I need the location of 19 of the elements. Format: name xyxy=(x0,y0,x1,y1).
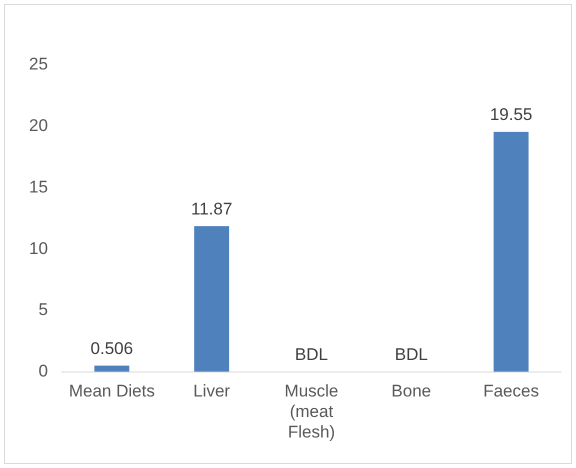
y-tick-label: 0 xyxy=(38,361,48,380)
text: BDL xyxy=(394,344,428,364)
x-tick-label: Mean Diets xyxy=(68,382,155,401)
bar xyxy=(494,132,529,372)
y-tick-label: 10 xyxy=(28,238,48,258)
bar xyxy=(94,366,130,372)
y-tick-label: 5 xyxy=(38,300,48,320)
y-tick-label: 15 xyxy=(28,177,48,196)
x-tick-label: Liver xyxy=(193,382,230,401)
text: BDL xyxy=(294,344,328,364)
x-tick-label: Muscle (meat Flesh) xyxy=(284,382,338,442)
data-label: 19.55 xyxy=(490,105,532,124)
y-tick-label: 20 xyxy=(28,116,48,136)
data-label: 11.87 xyxy=(190,199,232,218)
x-tick-label: Faeces xyxy=(483,382,539,401)
data-label: 0.506 xyxy=(90,338,134,358)
x-tick-label: Bone xyxy=(391,382,432,401)
y-tick-label: 25 xyxy=(28,54,48,74)
bar xyxy=(194,226,230,372)
